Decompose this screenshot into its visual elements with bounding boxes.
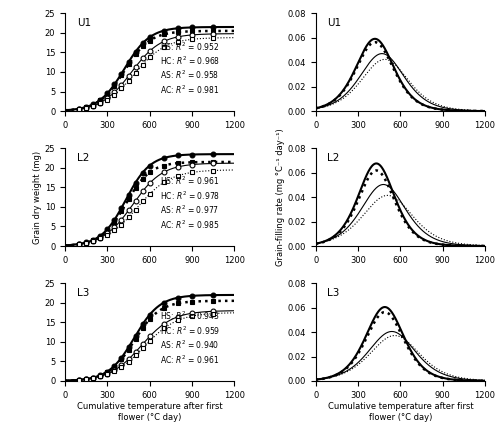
Text: HS: $R^2$ = 0.952
HC: $R^2$ = 0.968
AS: $R^2$ = 0.958
AC: $R^2$ = 0.981: HS: $R^2$ = 0.952 HC: $R^2$ = 0.968 AS: … [160,40,220,96]
Text: U1: U1 [328,18,342,28]
X-axis label: Cumulative temperature after first
flower (°C day): Cumulative temperature after first flowe… [77,403,223,422]
Text: U1: U1 [77,18,91,28]
X-axis label: Cumulative temperature after first
flower (°C day): Cumulative temperature after first flowe… [328,403,473,422]
Text: HS: $R^2$ = 0.943
HC: $R^2$ = 0.959
AS: $R^2$ = 0.940
AC: $R^2$ = 0.961: HS: $R^2$ = 0.943 HC: $R^2$ = 0.959 AS: … [160,310,220,366]
Y-axis label: Grain dry weight (mg): Grain dry weight (mg) [33,151,42,244]
Text: L2: L2 [328,153,340,163]
Text: L3: L3 [328,288,340,298]
Y-axis label: Grain-filling rate (mg °C⁻¹ day⁻¹): Grain-filling rate (mg °C⁻¹ day⁻¹) [276,128,284,266]
Text: HS: $R^2$ = 0.961
HC: $R^2$ = 0.978
AS: $R^2$ = 0.977
AC: $R^2$ = 0.985: HS: $R^2$ = 0.961 HC: $R^2$ = 0.978 AS: … [160,175,220,231]
Text: L2: L2 [77,153,89,163]
Text: L3: L3 [77,288,89,298]
